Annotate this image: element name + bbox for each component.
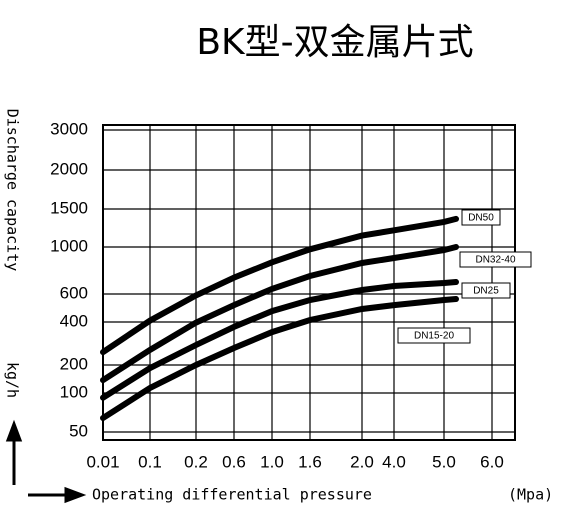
legend-box — [461, 282, 511, 299]
legend-box — [459, 251, 532, 268]
x-tick-label: 1.6 — [298, 452, 322, 471]
y-tick-label: 200 — [60, 354, 88, 373]
series-line — [100, 244, 459, 384]
x-tick-label: 1.0 — [260, 452, 284, 471]
x-tick-label: 5.0 — [432, 452, 456, 471]
y-tick-label: 50 — [69, 421, 88, 440]
series-line — [100, 215, 459, 356]
y-tick-label: 2000 — [50, 159, 88, 178]
x-axis-label: Operating differential pressure — [92, 486, 372, 504]
legend-label: DN15-20 — [414, 331, 454, 342]
y-tick-label: 1500 — [50, 198, 88, 217]
y-arrow — [5, 419, 23, 485]
chart-title: BK型-双金属片式 — [196, 22, 473, 63]
legend-box — [461, 209, 501, 226]
y-tick-label: 100 — [60, 382, 88, 401]
y-tick-label: 400 — [60, 311, 88, 330]
x-tick-label: 0.01 — [86, 452, 119, 471]
legend-box — [397, 327, 471, 344]
legend-label: DN50 — [468, 213, 494, 224]
legend-label: DN25 — [473, 286, 499, 297]
y-tick-label: 3000 — [50, 119, 88, 138]
x-axis-unit: (Mpa) — [508, 486, 553, 504]
y-axis-label: Discharge capacity — [4, 109, 22, 272]
x-tick-label: 6.0 — [480, 452, 504, 471]
x-tick-label: 4.0 — [382, 452, 406, 471]
series-line — [100, 279, 459, 401]
legend-label: DN32-40 — [475, 255, 515, 266]
x-tick-label: 0.6 — [222, 452, 246, 471]
x-arrow — [28, 486, 87, 504]
y-axis-unit: kg/h — [4, 362, 22, 398]
series-line — [100, 296, 459, 421]
x-tick-label: 0.1 — [138, 452, 162, 471]
y-tick-label: 600 — [60, 283, 88, 302]
x-tick-label: 2.0 — [350, 452, 374, 471]
y-tick-label: 1000 — [50, 236, 88, 255]
x-tick-label: 0.2 — [184, 452, 208, 471]
